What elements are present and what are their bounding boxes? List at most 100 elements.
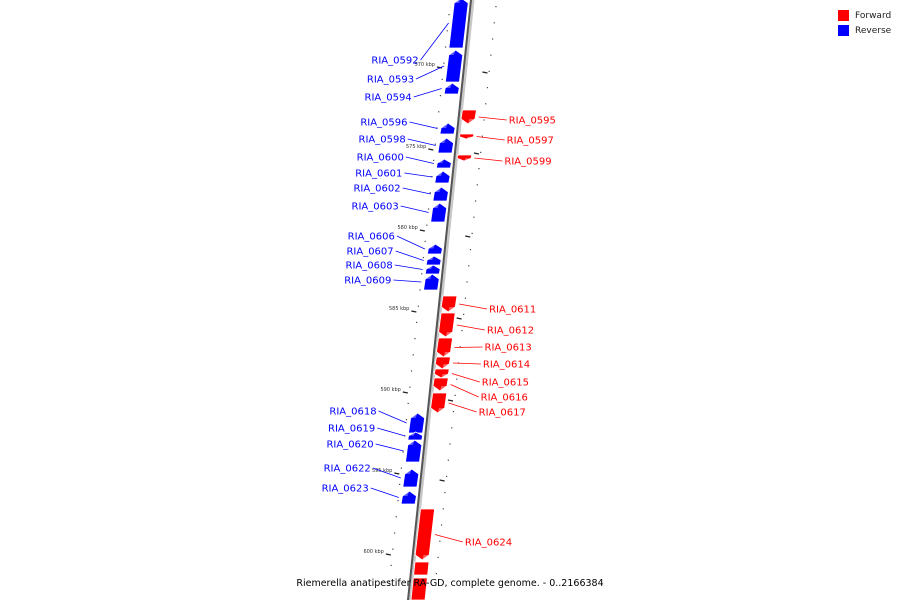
gene-label-ria-0609[interactable]: RIA_0609 <box>344 276 391 287</box>
minor-tick <box>466 281 468 283</box>
gene-label-ria-0619[interactable]: RIA_0619 <box>328 424 375 435</box>
minor-tick <box>491 38 494 40</box>
gene-label-ria-0603[interactable]: RIA_0603 <box>352 202 399 213</box>
minor-tick <box>444 492 446 494</box>
gene-glyph-ria-0616[interactable] <box>432 377 449 392</box>
minor-tick <box>426 224 428 226</box>
gene-glyph-ria-0618[interactable] <box>408 412 426 434</box>
minor-tick <box>443 62 445 64</box>
gene-leader-line <box>413 88 442 98</box>
gene-glyph-ria-0613[interactable] <box>436 337 453 358</box>
gene-leader-line <box>378 410 407 424</box>
gene-glyph-ria-0624[interactable] <box>414 508 436 561</box>
gene-glyph-ria-0611[interactable] <box>440 295 458 313</box>
gene-label-ria-0612[interactable]: RIA_0612 <box>487 326 534 337</box>
gene-glyph-ria-0619[interactable] <box>407 431 424 441</box>
gene-glyph-ria-0601[interactable] <box>434 170 451 184</box>
gene-label-ria-0611[interactable]: RIA_0611 <box>489 305 536 316</box>
minor-tick <box>399 483 401 485</box>
gene-label-ria-0600[interactable]: RIA_0600 <box>357 153 404 164</box>
minor-tick <box>419 289 421 291</box>
gene-label-ria-0594[interactable]: RIA_0594 <box>365 93 412 104</box>
scale-tick-label: 570 kbp <box>415 62 435 68</box>
scale-tick <box>385 553 391 556</box>
gene-label-ria-0602[interactable]: RIA_0602 <box>353 184 400 195</box>
legend: Forward Reverse <box>838 8 891 38</box>
gene-glyph-ria-0612[interactable] <box>438 312 456 338</box>
minor-tick <box>444 46 447 48</box>
legend-item-reverse[interactable]: Reverse <box>838 23 891 38</box>
gene-glyph-ria-0622[interactable] <box>402 468 420 488</box>
gene-glyph-shade <box>441 123 449 128</box>
gene-label-ria-0620[interactable]: RIA_0620 <box>326 440 373 451</box>
gene-label-ria-0608[interactable]: RIA_0608 <box>346 261 393 272</box>
gene-label-ria-0592[interactable]: RIA_0592 <box>371 56 418 67</box>
minor-tick <box>435 573 438 575</box>
minor-tick <box>422 257 425 259</box>
gene-label-ria-0599[interactable]: RIA_0599 <box>504 157 551 168</box>
minor-tick <box>459 346 461 348</box>
minor-tick <box>448 14 450 16</box>
gene-glyph-ria-0592[interactable] <box>448 0 469 49</box>
legend-item-forward[interactable]: Forward <box>838 8 891 23</box>
gene-glyph-shade <box>448 50 456 55</box>
gene-label-ria-0606[interactable]: RIA_0606 <box>348 232 395 243</box>
gene-label-ria-0613[interactable]: RIA_0613 <box>485 343 532 354</box>
gene-glyph-shade <box>466 136 474 139</box>
gene-label-ria-0622[interactable]: RIA_0622 <box>324 464 371 475</box>
minor-tick <box>480 151 482 153</box>
gene-label-ria-0616[interactable]: RIA_0616 <box>481 393 528 404</box>
gene-glyph-ria-0597[interactable] <box>458 133 475 140</box>
gene-glyph-ria-0615[interactable] <box>433 368 450 379</box>
gene-label-ria-0624[interactable]: RIA_0624 <box>465 538 512 549</box>
gene-label-ria-0596[interactable]: RIA_0596 <box>360 118 407 129</box>
gene-glyph-shade <box>448 307 456 312</box>
gene-label-ria-0593[interactable]: RIA_0593 <box>367 75 414 86</box>
gene-glyph-ria-0596[interactable] <box>439 122 456 135</box>
gene-glyph-ria-0620[interactable] <box>405 439 423 463</box>
gene-label-ria-0614[interactable]: RIA_0614 <box>483 360 530 371</box>
scale-tick <box>436 66 443 69</box>
gene-label-ria-0598[interactable]: RIA_0598 <box>359 135 406 146</box>
gene-glyph-ria-0599[interactable] <box>456 154 473 162</box>
minor-tick <box>414 338 416 340</box>
gene-glyph-ria-0606[interactable] <box>426 243 443 255</box>
gene-glyph-shade <box>426 265 434 270</box>
genome-backbone <box>406 0 475 600</box>
gene-glyph-ria-0603[interactable] <box>430 202 448 223</box>
gene-glyph-ria-0600[interactable] <box>435 158 452 169</box>
gene-label-ria-0601[interactable]: RIA_0601 <box>355 169 402 180</box>
gene-glyph-shade <box>408 432 416 436</box>
gene-label-ria-0607[interactable]: RIA_0607 <box>346 247 393 258</box>
minor-tick <box>478 168 480 170</box>
gene-glyph-ria-0623[interactable] <box>400 490 417 505</box>
minor-tick <box>468 265 470 267</box>
gene-glyph-ria-0595[interactable] <box>460 109 477 125</box>
gene-glyph-ria-0609[interactable] <box>423 273 440 291</box>
minor-tick <box>486 87 489 89</box>
gene-glyph-ria-0598[interactable] <box>437 137 454 154</box>
gene-glyph-ria-0614[interactable] <box>434 356 451 370</box>
minor-tick <box>454 394 456 396</box>
gene-label-ria-0597[interactable]: RIA_0597 <box>507 136 554 147</box>
minor-tick <box>424 240 426 242</box>
gene-glyph-ria-0617[interactable] <box>430 392 448 414</box>
gene-glyph-ria-0602[interactable] <box>432 186 449 202</box>
gene-glyph-ria-0607[interactable] <box>425 255 442 266</box>
scale-tick <box>465 235 471 238</box>
gene-glyph-forward <box>410 577 428 600</box>
gene-leader-line <box>476 136 505 141</box>
minor-tick <box>483 119 485 121</box>
gene-glyph-ria-0594[interactable] <box>443 82 460 95</box>
gene-label-ria-0618[interactable]: RIA_0618 <box>329 407 376 418</box>
gene-label-ria-0595[interactable]: RIA_0595 <box>509 116 556 127</box>
gene-leader-line <box>405 156 434 164</box>
gene-label-ria-0615[interactable]: RIA_0615 <box>482 378 529 389</box>
gene-glyph-shade <box>436 171 444 176</box>
gene-label-ria-0623[interactable]: RIA_0623 <box>322 484 369 495</box>
gene-glyph-ria-0608[interactable] <box>424 264 441 275</box>
genome-caption: Riemerella anatipestifer RA-GD, complete… <box>296 578 604 589</box>
gene-glyph-shade <box>434 187 442 192</box>
gene-glyph-ria-0593[interactable] <box>444 49 464 83</box>
gene-label-ria-0617[interactable]: RIA_0617 <box>479 408 526 419</box>
